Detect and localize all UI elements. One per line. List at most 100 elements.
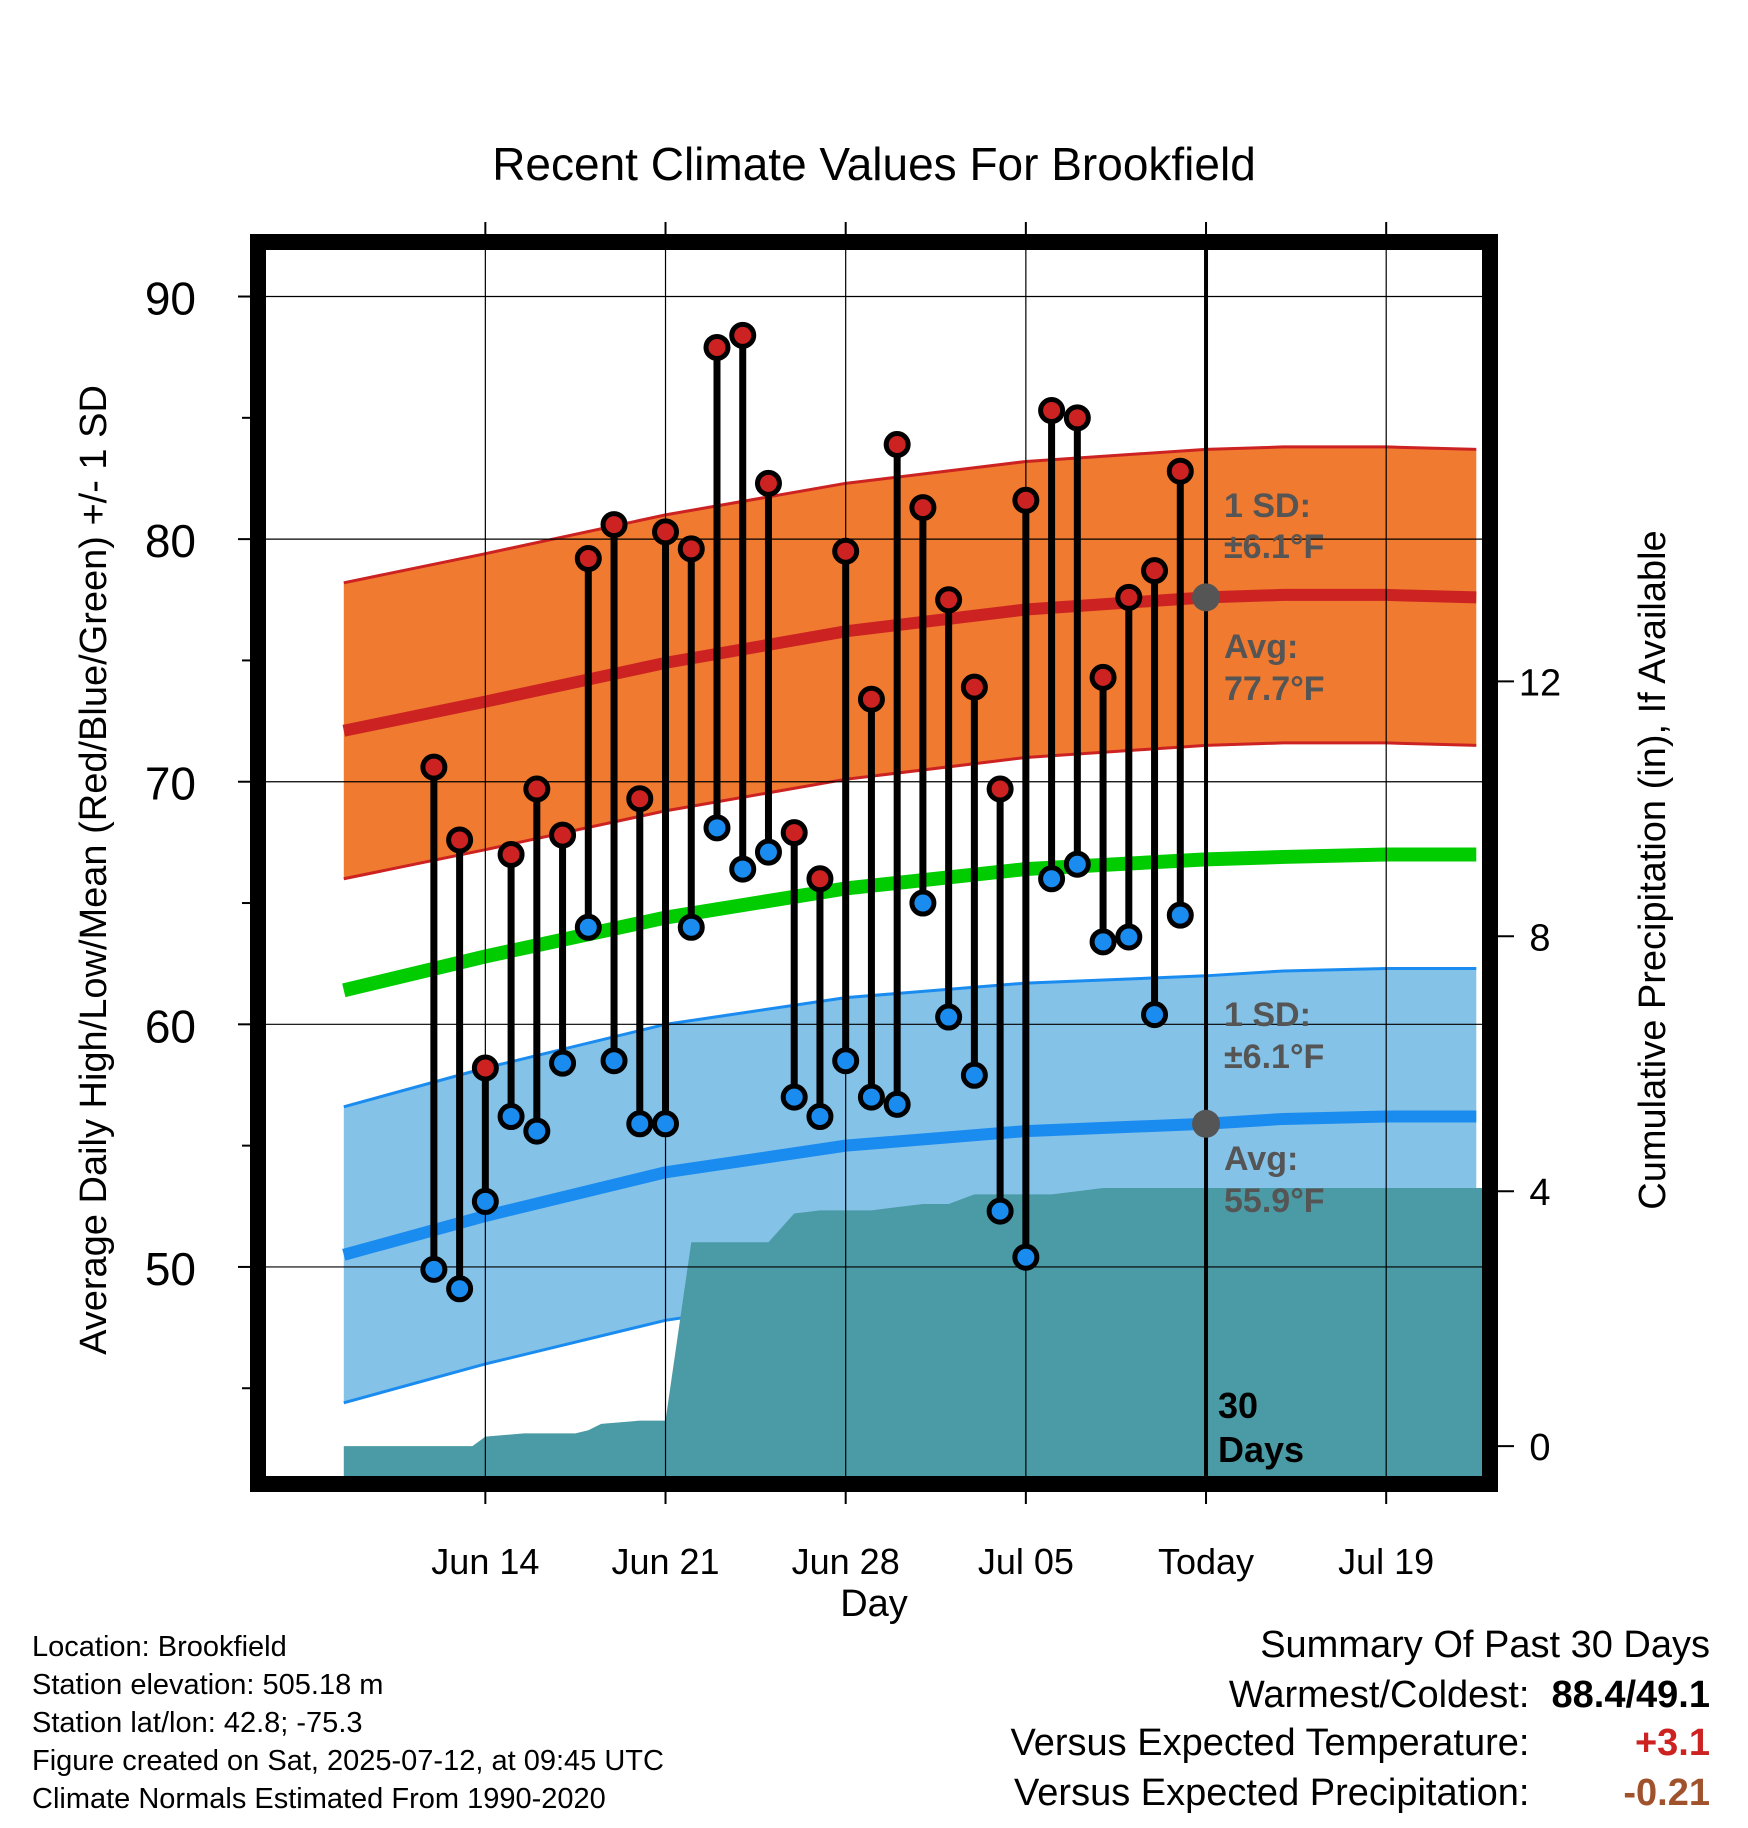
daily-high-point bbox=[574, 545, 602, 573]
high-avg-value: 77.7°F bbox=[1224, 670, 1325, 708]
daily-high-point bbox=[626, 785, 654, 813]
temp-value: +3.1 bbox=[1634, 1722, 1710, 1764]
precip-area bbox=[343, 1188, 1484, 1478]
daily-high-point bbox=[909, 494, 937, 522]
high-sd-band bbox=[343, 446, 1477, 879]
daily-high-point bbox=[1141, 557, 1169, 585]
x-tick-label: Jun 28 bbox=[792, 1541, 900, 1582]
y-tick-label: 50 bbox=[145, 1243, 196, 1295]
summary-title: Summary Of Past 30 Days bbox=[1260, 1624, 1710, 1667]
daily-high-point bbox=[1115, 583, 1143, 611]
daily-low-point bbox=[471, 1187, 499, 1215]
plot-frame bbox=[250, 234, 1498, 1492]
warm-cold-label: Warmest/Coldest: bbox=[1228, 1674, 1530, 1716]
low-avg-label: Avg: bbox=[1224, 1140, 1298, 1178]
today-avg-high-marker bbox=[1192, 583, 1221, 612]
daily-low-point bbox=[626, 1110, 654, 1138]
daily-low-point bbox=[1115, 923, 1143, 951]
latlon-text: Station lat/lon: 42.8; -75.3 bbox=[32, 1707, 363, 1739]
daily-low-point bbox=[1141, 1001, 1169, 1029]
daily-low-point bbox=[754, 838, 782, 866]
low-sd-label: 1 SD: bbox=[1224, 996, 1311, 1034]
daily-low-point bbox=[806, 1103, 834, 1131]
daily-high-point bbox=[729, 321, 757, 349]
daily-low-point bbox=[523, 1117, 551, 1145]
daily-high-point bbox=[1063, 404, 1091, 432]
y2-tick-label: 4 bbox=[1529, 1172, 1550, 1214]
daily-high-point bbox=[497, 841, 525, 869]
daily-low-point bbox=[446, 1275, 474, 1303]
daily-low-point bbox=[1063, 850, 1091, 878]
daily-high-point bbox=[986, 775, 1014, 803]
daily-low-point bbox=[574, 913, 602, 941]
x-tick-label: Jul 19 bbox=[1338, 1541, 1434, 1582]
daily-low-point bbox=[1089, 928, 1117, 956]
high-sd-label: 1 SD: bbox=[1224, 487, 1311, 525]
summary-title-text: Summary Of Past 30 Days bbox=[1260, 1624, 1710, 1666]
daily-high-point bbox=[806, 865, 834, 893]
y-tick-label: 90 bbox=[145, 273, 196, 325]
daily-high-point bbox=[754, 469, 782, 497]
summary-precip: Versus Expected Precipitation: -0.21 bbox=[1014, 1772, 1710, 1815]
daily-low-point bbox=[909, 889, 937, 917]
summary-temp: Versus Expected Temperature: +3.1 bbox=[1011, 1722, 1710, 1765]
daily-low-point bbox=[832, 1047, 860, 1075]
daily-low-point bbox=[652, 1110, 680, 1138]
daily-high-point bbox=[703, 333, 731, 361]
precip-value: -0.21 bbox=[1623, 1772, 1710, 1814]
daily-low-point bbox=[677, 913, 705, 941]
daily-high-point bbox=[677, 535, 705, 563]
daily-high-point bbox=[523, 775, 551, 803]
low-sd-band bbox=[343, 968, 1477, 1403]
daily-low-point bbox=[960, 1061, 988, 1089]
x-tick-label: Today bbox=[1158, 1541, 1254, 1582]
daily-high-point bbox=[652, 518, 680, 546]
y2-tick-label: 8 bbox=[1529, 917, 1550, 959]
high-sd-value: ±6.1°F bbox=[1224, 528, 1324, 566]
daily-high-point bbox=[446, 826, 474, 854]
daily-high-point bbox=[883, 431, 911, 459]
daily-low-point bbox=[497, 1103, 525, 1131]
elevation-text: Station elevation: 505.18 m bbox=[32, 1669, 384, 1701]
y2-tick-label: 12 bbox=[1519, 662, 1561, 704]
location-text: Location: Brookfield bbox=[32, 1631, 287, 1663]
daily-low-point bbox=[986, 1197, 1014, 1225]
summary-warm-cold: Warmest/Coldest: 88.4/49.1 bbox=[1229, 1674, 1710, 1717]
daily-high-point bbox=[420, 753, 448, 781]
station-info: Location: Brookfield Station elevation: … bbox=[32, 1628, 664, 1818]
y2-axis-label: Cumulative Precipitation (in), If Availa… bbox=[1632, 530, 1674, 1209]
daily-low-point bbox=[883, 1090, 911, 1118]
y-tick-label: 70 bbox=[145, 758, 196, 810]
precip-label: Versus Expected Precipitation: bbox=[1014, 1772, 1530, 1814]
y2-tick-label: 0 bbox=[1529, 1427, 1550, 1469]
daily-high-point bbox=[549, 821, 577, 849]
daily-high-point bbox=[780, 819, 808, 847]
low-sd-value: ±6.1°F bbox=[1224, 1038, 1324, 1076]
daily-low-point bbox=[935, 1003, 963, 1031]
daily-high-point bbox=[960, 673, 988, 701]
daily-low-point bbox=[1166, 901, 1194, 929]
daily-high-point bbox=[1089, 663, 1117, 691]
daily-low-point bbox=[857, 1083, 885, 1111]
today-avg-low-marker bbox=[1192, 1109, 1221, 1138]
daily-high-point bbox=[857, 685, 885, 713]
daily-low-point bbox=[1038, 865, 1066, 893]
daily-high-point bbox=[935, 586, 963, 614]
y-tick-label: 60 bbox=[145, 1000, 196, 1052]
x-tick-label: Jul 05 bbox=[978, 1541, 1074, 1582]
y-tick-label: 80 bbox=[145, 515, 196, 567]
daily-low-point bbox=[703, 814, 731, 842]
low-avg-value: 55.9°F bbox=[1224, 1182, 1325, 1220]
period-label-line1: 30 bbox=[1218, 1385, 1258, 1426]
daily-high-point bbox=[1166, 457, 1194, 485]
normals-text: Climate Normals Estimated From 1990-2020 bbox=[32, 1783, 606, 1815]
y-axis-label: Average Daily High/Low/Mean (Red/Blue/Gr… bbox=[73, 385, 115, 1355]
daily-low-point bbox=[420, 1255, 448, 1283]
warm-cold-value: 88.4/49.1 bbox=[1551, 1674, 1710, 1716]
daily-high-point bbox=[471, 1054, 499, 1082]
daily-high-point bbox=[832, 537, 860, 565]
daily-low-point bbox=[549, 1049, 577, 1077]
daily-high-point bbox=[600, 511, 628, 539]
